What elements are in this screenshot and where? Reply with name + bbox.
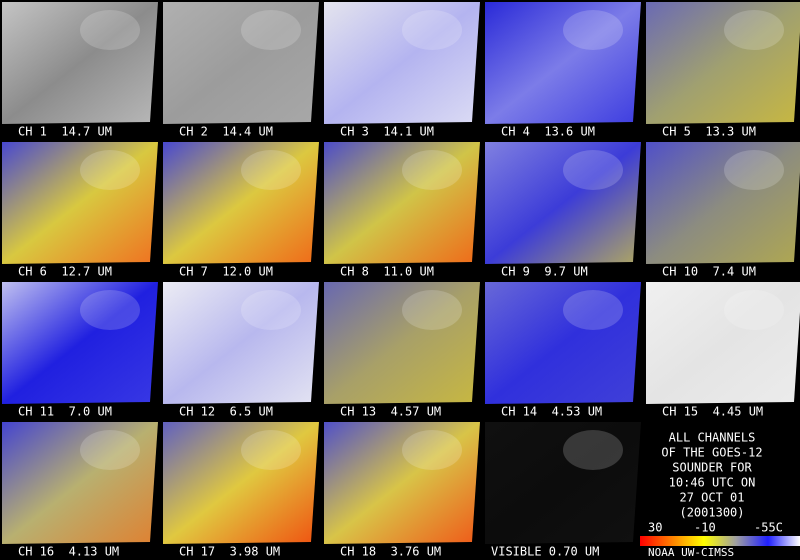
channel-label: CH 18 3.76 UM (340, 545, 441, 559)
cloud-texture (563, 430, 623, 470)
channel-label: CH 9 9.7 UM (501, 265, 588, 279)
channel-image (2, 422, 158, 544)
channel-image (163, 142, 319, 264)
channel-label: CH 13 4.57 UM (340, 405, 441, 419)
channel-image (324, 2, 480, 124)
channel-image (324, 282, 480, 404)
cloud-texture (241, 430, 301, 470)
channel-image (485, 282, 641, 404)
cloud-texture (402, 10, 462, 50)
colorbar-label: -55C (754, 521, 783, 535)
channel-image (646, 142, 800, 264)
cloud-texture (241, 10, 301, 50)
cloud-texture (402, 290, 462, 330)
cloud-texture (563, 290, 623, 330)
info-line: SOUNDER FOR (672, 461, 752, 475)
channel-image (163, 282, 319, 404)
channel-label: CH 15 4.45 UM (662, 405, 763, 419)
channel-image (324, 142, 480, 264)
cloud-texture (402, 150, 462, 190)
channel-image (163, 2, 319, 124)
cloud-texture (241, 290, 301, 330)
cloud-texture (80, 10, 140, 50)
channel-label: VISIBLE 0.70 UM (491, 545, 599, 559)
channel-label: CH 14 4.53 UM (501, 405, 602, 419)
cloud-texture (724, 290, 784, 330)
info-line: 10:46 UTC ON (669, 476, 756, 490)
channel-image (2, 282, 158, 404)
channel-image (163, 422, 319, 544)
channel-label: CH 4 13.6 UM (501, 125, 595, 139)
cloud-texture (241, 150, 301, 190)
info-line: 27 OCT 01 (679, 491, 744, 505)
colorbar (640, 536, 800, 546)
cloud-texture (563, 10, 623, 50)
cloud-texture (80, 150, 140, 190)
channel-label: CH 16 4.13 UM (18, 545, 119, 559)
channel-label: CH 17 3.98 UM (179, 545, 280, 559)
channel-image (2, 142, 158, 264)
channel-label: CH 1 14.7 UM (18, 125, 112, 139)
channel-image (324, 422, 480, 544)
channel-label: CH 8 11.0 UM (340, 265, 434, 279)
cloud-texture (724, 150, 784, 190)
channel-label: CH 5 13.3 UM (662, 125, 756, 139)
cloud-texture (402, 430, 462, 470)
credit: NOAA UW-CIMSS (648, 546, 734, 559)
channel-image (646, 282, 800, 404)
channel-label: CH 11 7.0 UM (18, 405, 112, 419)
channel-image (485, 422, 641, 544)
channel-label: CH 2 14.4 UM (179, 125, 273, 139)
channel-label: CH 6 12.7 UM (18, 265, 112, 279)
cloud-texture (724, 10, 784, 50)
info-line: (2001300) (679, 506, 744, 520)
channel-label: CH 12 6.5 UM (179, 405, 273, 419)
cloud-texture (80, 290, 140, 330)
channel-label: CH 3 14.1 UM (340, 125, 434, 139)
channel-image (485, 2, 641, 124)
colorbar-label: -10 (694, 521, 716, 535)
channel-label: CH 10 7.4 UM (662, 265, 756, 279)
channel-label: CH 7 12.0 UM (179, 265, 273, 279)
colorbar-label: 30 (648, 521, 662, 535)
info-line: OF THE GOES-12 (661, 446, 762, 460)
cloud-texture (80, 430, 140, 470)
cloud-texture (563, 150, 623, 190)
channel-image (485, 142, 641, 264)
channel-image (646, 2, 800, 124)
channel-image (2, 2, 158, 124)
info-line: ALL CHANNELS (669, 431, 756, 445)
